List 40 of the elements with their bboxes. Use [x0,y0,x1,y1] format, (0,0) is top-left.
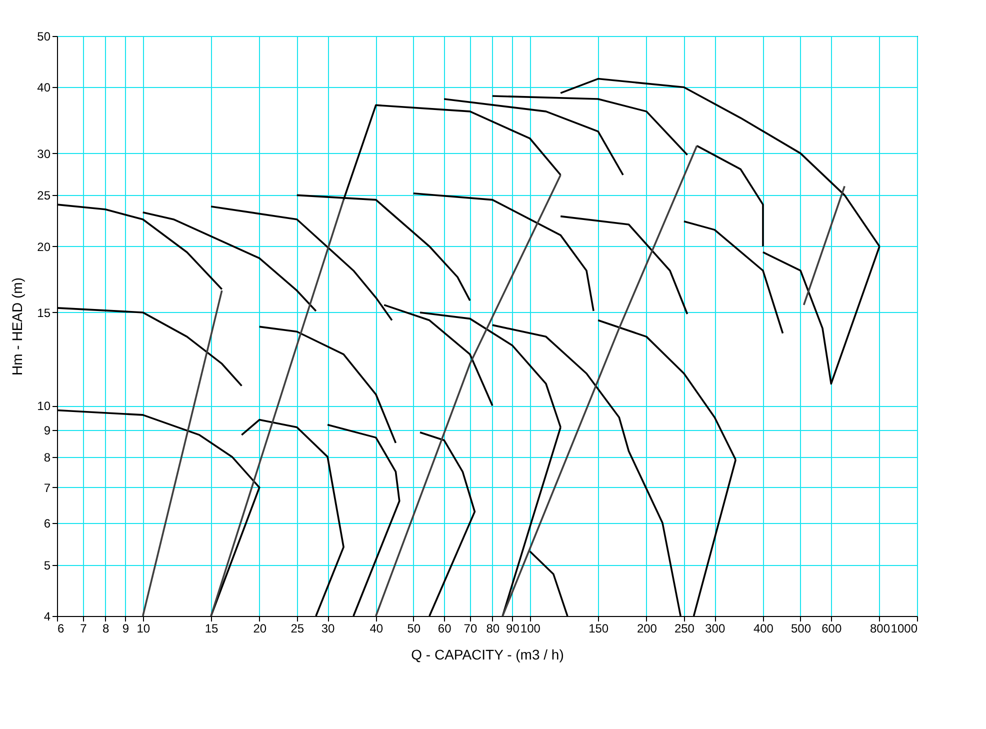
x-tick-label: 25 [290,622,304,636]
y-axis-title: Hm - HEAD (m) [9,278,26,376]
x-tick-label: 40 [370,622,384,636]
x-tick-label: 8 [102,622,110,636]
x-tick-label: 250 [674,622,695,636]
x-tick-label: 50 [407,622,421,636]
x-tick-label: 30 [321,622,336,636]
x-tick-label: 15 [204,622,219,636]
y-tick-label: 6 [44,516,51,530]
y-tick-label: 50 [37,30,51,44]
y-tick-label: 5 [44,558,51,572]
x-tick-label: 70 [464,622,478,636]
y-tick-label: 7 [44,480,51,495]
y-tick-label: 4 [44,610,51,624]
x-tick-label: 20 [253,622,267,636]
x-tick-label: 800 [870,622,890,636]
x-tick-label: 300 [705,622,726,636]
y-tick-label: 25 [37,188,51,203]
x-tick-label: 7 [80,622,88,636]
x-tick-label: 60 [438,622,452,636]
y-tick-label: 15 [37,306,51,320]
x-tick-label: 500 [790,622,812,636]
x-tick-label: 90 [506,622,520,636]
x-tick-label: 100 [520,622,541,636]
x-axis-title: Q - CAPACITY - (m3 / h) [411,646,564,662]
x-tick-label: 200 [636,622,658,636]
x-tick-label: 6 [58,622,64,636]
y-tick-label: 8 [44,450,51,464]
x-tick-label: 600 [822,622,842,636]
x-tick-label: 1000 [890,622,918,636]
x-tick-label: 400 [753,622,774,636]
x-tick-label: 150 [588,622,609,636]
x-tick-label: 80 [486,622,500,636]
y-tick-label: 30 [37,146,51,161]
y-tick-label: 10 [37,399,51,414]
x-tick-label: 9 [122,622,130,636]
y-tick-label: 9 [44,423,51,438]
y-tick-label: 20 [37,240,51,254]
x-tick-label: 10 [136,622,150,636]
y-tick-label: 40 [37,80,51,95]
